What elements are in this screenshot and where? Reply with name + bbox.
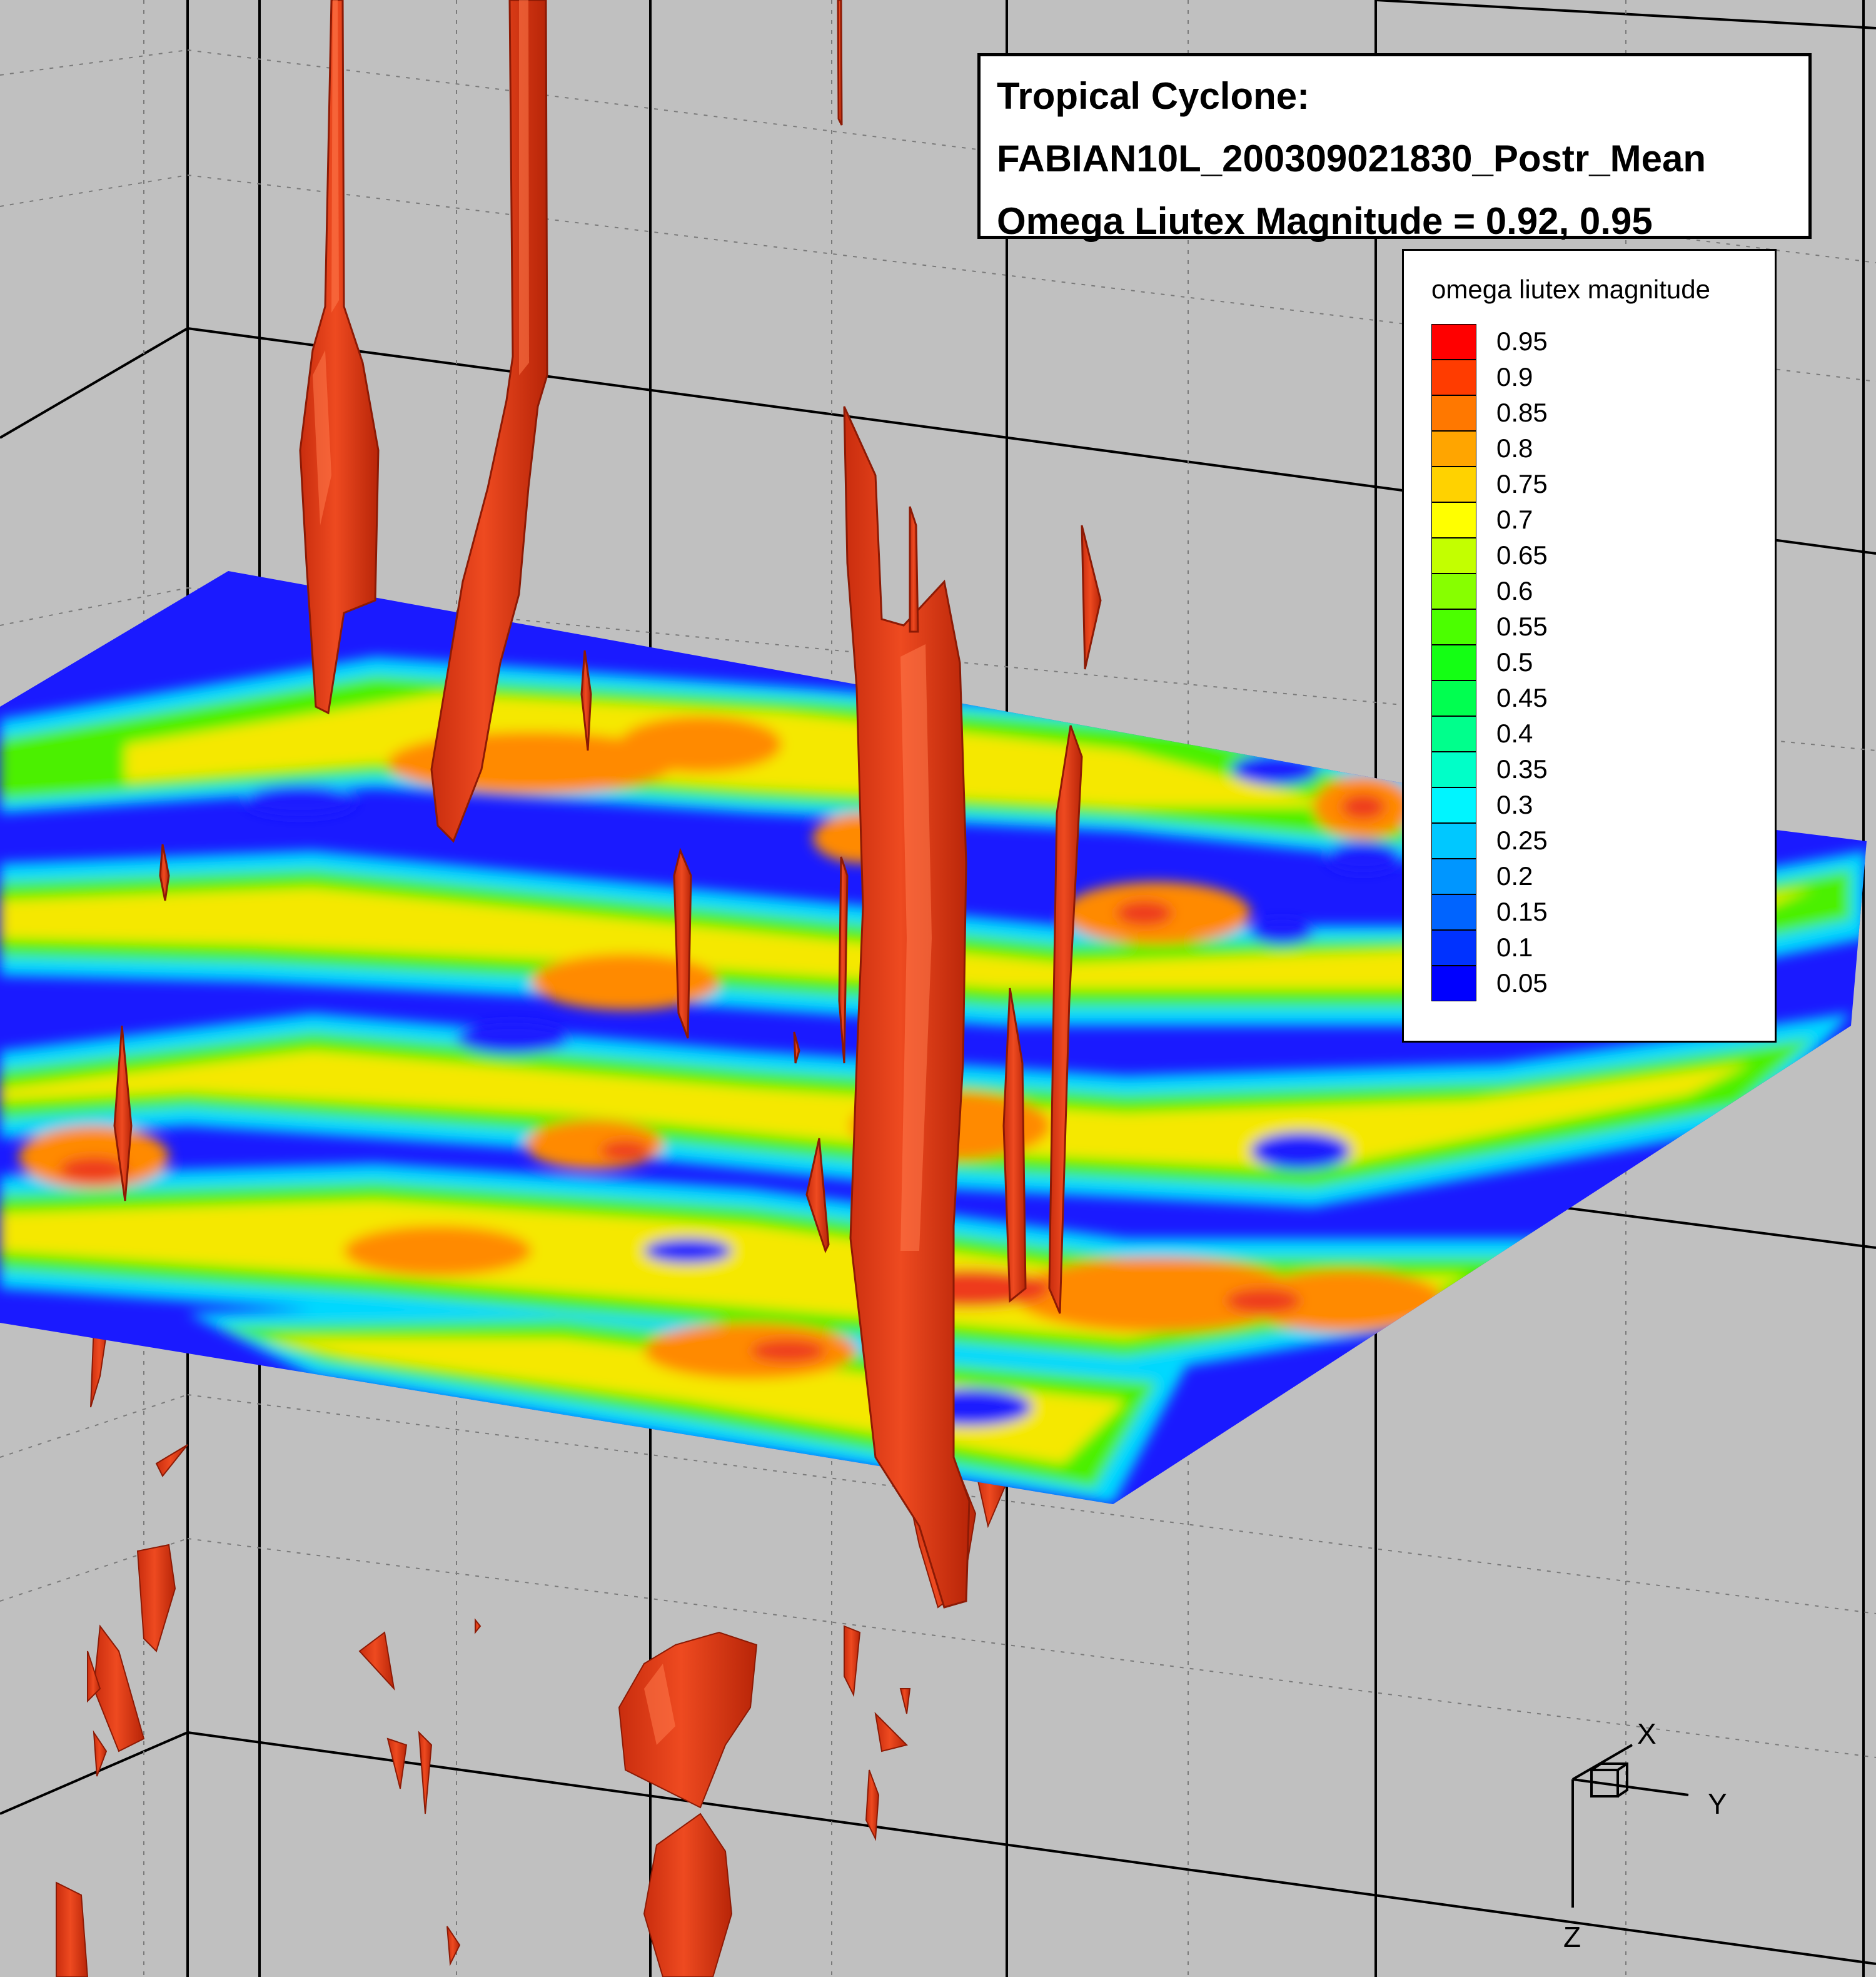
legend-level: 0.75 (1431, 467, 1757, 502)
legend-swatch (1431, 467, 1476, 502)
orientation-axes (1571, 1744, 1689, 1908)
legend-label: 0.1 (1496, 933, 1533, 962)
legend-label: 0.95 (1496, 326, 1548, 356)
legend-swatch (1431, 360, 1476, 395)
legend-level: 0.5 (1431, 645, 1757, 680)
legend-level: 0.65 (1431, 538, 1757, 574)
legend-swatch (1431, 859, 1476, 894)
legend-swatch (1431, 574, 1476, 609)
title-line-2: FABIAN10L_200309021830_Postr_Mean (997, 138, 1706, 179)
legend-label: 0.15 (1496, 897, 1548, 926)
legend-label: 0.5 (1496, 647, 1533, 677)
legend-level: 0.35 (1431, 752, 1757, 787)
legend-level: 0.2 (1431, 859, 1757, 894)
legend-swatch (1431, 645, 1476, 680)
title-box: Tropical Cyclone: FABIAN10L_200309021830… (977, 53, 1812, 242)
axis-label-x: X (1637, 1717, 1657, 1750)
legend-level: 0.9 (1431, 360, 1757, 395)
legend-label: 0.7 (1496, 505, 1533, 534)
axis-label-z: Z (1563, 1921, 1581, 1953)
legend-swatch (1431, 894, 1476, 930)
legend-label: 0.4 (1496, 719, 1533, 748)
legend-label: 0.25 (1496, 826, 1548, 855)
legend-label: 0.9 (1496, 362, 1533, 392)
axis-label-y: Y (1708, 1787, 1727, 1820)
legend-swatch (1431, 680, 1476, 716)
legend-label: 0.2 (1496, 861, 1533, 891)
legend-swatch (1431, 966, 1476, 1001)
legend-level: 0.45 (1431, 680, 1757, 716)
legend-swatch (1431, 502, 1476, 538)
legend-level: 0.85 (1431, 395, 1757, 431)
legend-swatch (1431, 538, 1476, 574)
legend-label: 0.05 (1496, 968, 1548, 998)
legend-label: 0.45 (1496, 683, 1548, 712)
legend-level: 0.7 (1431, 502, 1757, 538)
legend-label: 0.65 (1496, 540, 1548, 570)
isosurface-highlights (313, 0, 932, 1745)
title-line-3: Omega Liutex Magnitude = 0.92, 0.95 (997, 200, 1653, 242)
legend-swatch (1431, 716, 1476, 752)
legend-label: 0.35 (1496, 754, 1548, 784)
legend-level: 0.3 (1431, 787, 1757, 823)
legend-level: 0.8 (1431, 431, 1757, 467)
legend-label: 0.3 (1496, 790, 1533, 819)
legend-level: 0.55 (1431, 609, 1757, 645)
legend-swatch (1431, 324, 1476, 360)
legend-label: 0.85 (1496, 398, 1548, 427)
legend-level: 0.4 (1431, 716, 1757, 752)
legend-level: 0.15 (1431, 894, 1757, 930)
legend-level: 0.05 (1431, 966, 1757, 1001)
legend-swatch (1431, 752, 1476, 787)
legend-label: 0.6 (1496, 576, 1533, 605)
legend-level: 0.1 (1431, 930, 1757, 966)
legend-swatch (1431, 930, 1476, 966)
legend-swatch (1431, 823, 1476, 859)
title-line-1: Tropical Cyclone: (997, 75, 1310, 117)
axes-box-icon (1590, 1769, 1619, 1798)
y-axis-line (1572, 1778, 1689, 1796)
legend-level: 0.25 (1431, 823, 1757, 859)
x-axis-line (1571, 1744, 1633, 1781)
legend-level: 0.95 (1431, 324, 1757, 360)
legend-swatch (1431, 395, 1476, 431)
legend-title: omega liutex magnitude (1431, 275, 1710, 304)
legend-swatch (1431, 609, 1476, 645)
legend-swatch (1431, 787, 1476, 823)
color-legend: omega liutex magnitude 0.95 0.9 0.85 0.8 0.7… (1402, 249, 1777, 1043)
legend-label: 0.75 (1496, 469, 1548, 498)
legend-level: 0.6 (1431, 574, 1757, 609)
legend-label: 0.55 (1496, 612, 1548, 641)
legend-label: 0.8 (1496, 433, 1533, 463)
legend-swatch (1431, 431, 1476, 467)
